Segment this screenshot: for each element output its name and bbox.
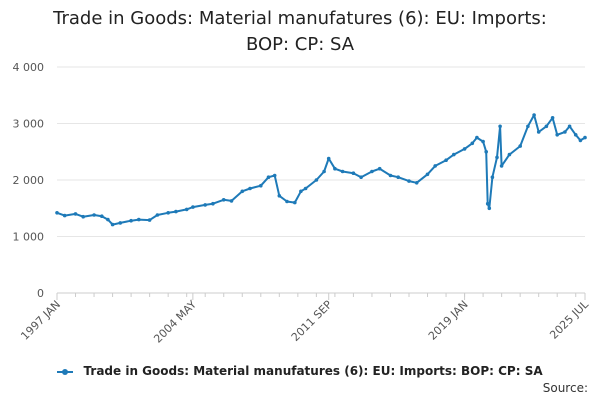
- data-point[interactable]: [396, 175, 401, 179]
- data-point[interactable]: [536, 130, 541, 134]
- data-point[interactable]: [110, 222, 115, 227]
- data-point[interactable]: [499, 164, 504, 168]
- data-point[interactable]: [184, 207, 189, 212]
- x-tick-label: 1997 JAN: [18, 298, 63, 343]
- data-point[interactable]: [272, 173, 277, 178]
- data-point[interactable]: [314, 178, 319, 182]
- data-point[interactable]: [166, 211, 170, 215]
- data-point[interactable]: [444, 158, 448, 162]
- data-point[interactable]: [174, 209, 178, 214]
- y-tick-label: 2 000: [13, 174, 45, 187]
- x-tick-label: 2004 MAY: [151, 298, 199, 346]
- data-point[interactable]: [129, 218, 133, 223]
- data-point[interactable]: [351, 171, 356, 175]
- data-point[interactable]: [322, 169, 326, 174]
- data-point[interactable]: [563, 130, 567, 134]
- legend[interactable]: Trade in Goods: Material manufatures (6)…: [0, 364, 600, 378]
- data-point[interactable]: [555, 133, 559, 137]
- chart-title-line-1: Trade in Goods: Material manufatures (6)…: [53, 8, 547, 29]
- data-point[interactable]: [414, 181, 419, 185]
- data-point[interactable]: [490, 175, 495, 179]
- data-point[interactable]: [407, 179, 411, 183]
- legend-series-label: Trade in Goods: Material manufatures (6)…: [83, 364, 543, 378]
- data-point[interactable]: [211, 201, 215, 206]
- data-point[interactable]: [583, 135, 587, 140]
- series-line[interactable]: [56, 114, 586, 226]
- data-point[interactable]: [475, 135, 479, 140]
- data-point[interactable]: [425, 172, 430, 177]
- data-point[interactable]: [62, 213, 67, 218]
- series-layer: [55, 113, 587, 227]
- data-point[interactable]: [259, 183, 263, 188]
- y-tick-label: 3 000: [13, 118, 45, 131]
- x-tick-label: 2011 SEP: [289, 298, 335, 344]
- data-point[interactable]: [452, 152, 456, 157]
- data-point[interactable]: [507, 152, 512, 157]
- gridlines: [57, 66, 585, 294]
- data-point[interactable]: [550, 116, 555, 120]
- data-point[interactable]: [285, 199, 289, 204]
- data-point[interactable]: [388, 173, 393, 178]
- data-point[interactable]: [333, 166, 337, 171]
- data-point[interactable]: [118, 221, 123, 225]
- data-point[interactable]: [221, 198, 226, 202]
- data-point[interactable]: [487, 206, 492, 211]
- axes: 0 1 000 2 000 3 000 4 000 1997 JAN 2004 MAY 201…: [13, 61, 592, 346]
- data-point[interactable]: [484, 150, 489, 154]
- y-tick-label: 4 000: [13, 61, 45, 74]
- data-point[interactable]: [303, 186, 308, 191]
- data-point[interactable]: [147, 218, 152, 222]
- data-point[interactable]: [299, 189, 303, 194]
- data-point[interactable]: [498, 124, 502, 129]
- data-point[interactable]: [326, 156, 331, 161]
- data-point[interactable]: [55, 211, 59, 215]
- data-point[interactable]: [106, 217, 110, 222]
- data-point[interactable]: [100, 214, 104, 218]
- data-point[interactable]: [240, 189, 245, 194]
- data-point[interactable]: [433, 164, 438, 168]
- data-point[interactable]: [567, 124, 572, 129]
- data-point[interactable]: [377, 166, 382, 171]
- data-point[interactable]: [137, 217, 141, 222]
- data-point[interactable]: [155, 213, 160, 217]
- data-point[interactable]: [573, 133, 578, 137]
- legend-line-marker-icon: [57, 368, 74, 375]
- data-point[interactable]: [544, 124, 549, 129]
- data-point[interactable]: [73, 212, 78, 216]
- data-point[interactable]: [277, 194, 282, 198]
- data-point[interactable]: [481, 139, 485, 144]
- data-point[interactable]: [229, 199, 234, 203]
- data-point[interactable]: [266, 175, 271, 179]
- x-tick-label: 2019 JAN: [426, 298, 471, 343]
- data-point[interactable]: [470, 141, 475, 146]
- chart-title-line-2: BOP: CP: SA: [245, 34, 355, 55]
- x-tick-label: 2025 JUL: [547, 297, 591, 341]
- data-point[interactable]: [532, 113, 536, 117]
- data-point[interactable]: [92, 213, 96, 217]
- chart-title: Trade in Goods: Material manufatures (6)…: [0, 6, 600, 58]
- data-point[interactable]: [370, 169, 374, 174]
- y-tick-label: 1 000: [13, 231, 45, 244]
- data-point[interactable]: [462, 147, 467, 151]
- source-label: Source:: [542, 381, 588, 395]
- data-point[interactable]: [495, 155, 499, 160]
- data-point[interactable]: [485, 201, 490, 206]
- data-point[interactable]: [518, 144, 522, 148]
- data-point[interactable]: [526, 124, 530, 129]
- data-point[interactable]: [340, 169, 345, 174]
- data-point[interactable]: [578, 138, 583, 143]
- data-point[interactable]: [81, 214, 85, 219]
- y-tick-label: 0: [37, 287, 44, 300]
- data-point[interactable]: [293, 200, 297, 205]
- data-point[interactable]: [248, 186, 252, 191]
- data-point[interactable]: [359, 175, 363, 179]
- data-point[interactable]: [203, 203, 207, 207]
- data-point[interactable]: [191, 205, 195, 209]
